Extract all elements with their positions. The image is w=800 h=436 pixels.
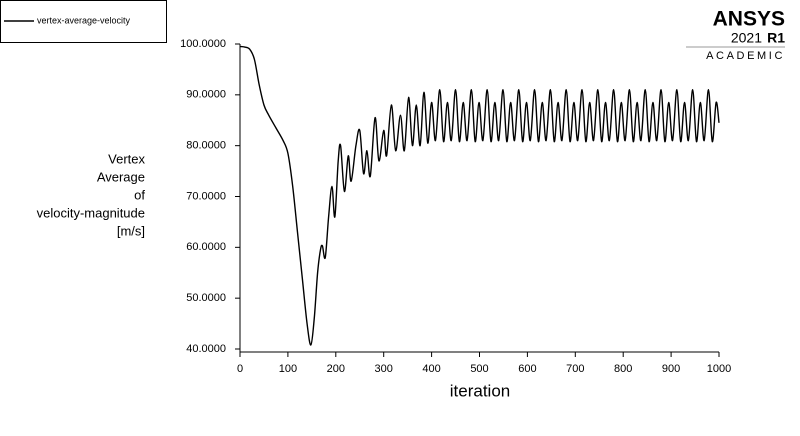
logo-name: ANSYS	[713, 8, 785, 31]
logo-release: R1	[767, 30, 785, 46]
x-tick-label: 1000	[707, 363, 731, 375]
y-tick-label: 100.0000	[180, 38, 226, 50]
x-tick-label: 300	[375, 363, 393, 375]
x-tick-label: 700	[566, 363, 584, 375]
y-tick-label: 40.0000	[186, 343, 226, 355]
x-tick-label: 500	[470, 363, 488, 375]
x-tick-label: 200	[327, 363, 345, 375]
x-tick-label: 900	[662, 363, 680, 375]
x-tick-label: 100	[279, 363, 297, 375]
y-tick-label: 90.0000	[186, 89, 226, 101]
y-tick-label: 60.0000	[186, 241, 226, 253]
x-tick-label: 400	[422, 363, 440, 375]
legend-label: vertex-average-velocity	[37, 15, 131, 25]
y-tick-label: 50.0000	[186, 292, 226, 304]
x-tick-label: 600	[518, 363, 536, 375]
y-axis-label: velocity-magnitude	[37, 205, 145, 220]
logo-version: 2021	[731, 30, 762, 46]
y-tick-label: 70.0000	[186, 190, 226, 202]
series-line	[239, 45, 720, 346]
x-tick-label: 0	[237, 363, 243, 375]
x-tick-label: 800	[614, 363, 632, 375]
logo-edition: ACADEMIC	[706, 50, 785, 62]
y-axis-label: Average	[97, 169, 145, 184]
y-axis-label: [m/s]	[117, 223, 145, 238]
legend-box	[0, 0, 167, 43]
y-axis-label: Vertex	[108, 151, 145, 166]
y-axis-label: of	[134, 187, 145, 202]
x-axis-label: iteration	[450, 381, 510, 400]
y-tick-label: 80.0000	[186, 140, 226, 152]
